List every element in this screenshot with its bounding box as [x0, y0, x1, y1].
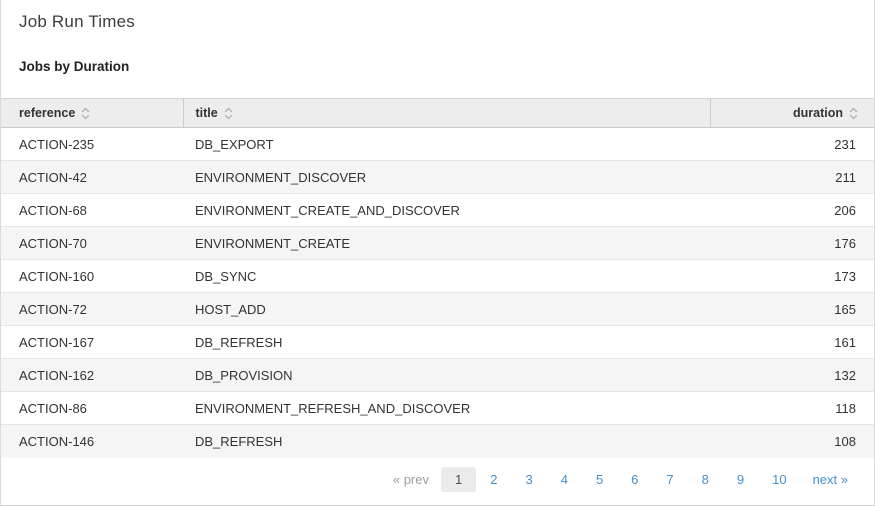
- table-row: ACTION-146 DB_REFRESH 108: [1, 424, 874, 458]
- table-row: ACTION-162 DB_PROVISION 132: [1, 358, 874, 392]
- pagination-page-10[interactable]: 10: [772, 472, 787, 487]
- table-row: ACTION-70 ENVIRONMENT_CREATE 176: [1, 226, 874, 260]
- column-header-duration[interactable]: duration: [710, 98, 874, 128]
- pagination-page-1[interactable]: 1: [441, 467, 477, 492]
- pagination-page-7[interactable]: 7: [666, 472, 674, 487]
- sort-icon: [849, 107, 858, 119]
- column-header-label: reference: [19, 106, 76, 120]
- table-row: ACTION-235 DB_EXPORT 231: [1, 127, 874, 161]
- sort-icon: [224, 107, 232, 119]
- pagination: « prev 1 2 3 4 5 6 7 8 9 10 next »: [1, 458, 874, 502]
- table-row: ACTION-72 HOST_ADD 165: [1, 292, 874, 326]
- duration-cell: 173: [710, 259, 874, 293]
- reference-cell: ACTION-42: [1, 160, 183, 194]
- duration-cell: 206: [710, 193, 874, 227]
- duration-cell: 165: [710, 292, 874, 326]
- pagination-prev[interactable]: « prev: [392, 472, 429, 487]
- duration-cell: 211: [710, 160, 874, 194]
- title-cell: ENVIRONMENT_CREATE: [183, 226, 710, 260]
- title-cell: ENVIRONMENT_CREATE_AND_DISCOVER: [183, 193, 710, 227]
- reference-cell: ACTION-72: [1, 292, 183, 326]
- pagination-next[interactable]: next »: [812, 472, 848, 487]
- table-row: ACTION-86 ENVIRONMENT_REFRESH_AND_DISCOV…: [1, 391, 874, 425]
- jobs-table: reference title: [1, 98, 874, 458]
- table-row: ACTION-68 ENVIRONMENT_CREATE_AND_DISCOVE…: [1, 193, 874, 227]
- duration-cell: 231: [834, 136, 856, 152]
- title-cell: DB_SYNC: [183, 259, 710, 293]
- reference-cell: ACTION-162: [1, 358, 183, 392]
- pagination-page-8[interactable]: 8: [701, 472, 709, 487]
- duration-cell: 176: [710, 226, 874, 260]
- reference-cell: ACTION-86: [1, 391, 183, 425]
- pagination-page-2[interactable]: 2: [490, 472, 498, 487]
- title-cell: DB_REFRESH: [183, 325, 710, 359]
- pagination-page-3[interactable]: 3: [525, 472, 533, 487]
- reference-cell: ACTION-70: [1, 226, 183, 260]
- title-cell: DB_EXPORT: [195, 136, 274, 152]
- column-header-reference[interactable]: reference: [1, 98, 184, 128]
- title-cell: HOST_ADD: [183, 292, 710, 326]
- table-header-row: reference title: [1, 98, 874, 128]
- page-title: Job Run Times: [19, 12, 135, 31]
- reference-cell: ACTION-146: [1, 424, 183, 458]
- duration-cell: 132: [710, 358, 874, 392]
- duration-cell: 161: [710, 325, 874, 359]
- widget-title: Jobs by Duration: [19, 59, 130, 74]
- duration-cell: 108: [710, 424, 874, 458]
- title-cell: DB_REFRESH: [183, 424, 710, 458]
- table-row: ACTION-160 DB_SYNC 173: [1, 259, 874, 293]
- title-cell: DB_PROVISION: [183, 358, 710, 392]
- column-header-label: title: [195, 106, 218, 120]
- column-header-title[interactable]: title: [183, 98, 711, 128]
- table-row: ACTION-167 DB_REFRESH 161: [1, 325, 874, 359]
- column-header-label: duration: [793, 106, 843, 120]
- sort-icon: [82, 107, 90, 119]
- pagination-page-4[interactable]: 4: [560, 472, 568, 487]
- title-cell: ENVIRONMENT_REFRESH_AND_DISCOVER: [183, 391, 710, 425]
- reference-cell: ACTION-235: [19, 136, 95, 152]
- reference-cell: ACTION-167: [1, 325, 183, 359]
- pagination-page-5[interactable]: 5: [595, 472, 604, 487]
- pagination-page-6[interactable]: 6: [631, 472, 639, 487]
- duration-cell: 118: [710, 391, 874, 425]
- reference-cell: ACTION-68: [1, 193, 183, 227]
- pagination-page-9[interactable]: 9: [736, 472, 745, 487]
- table-row: ACTION-42 ENVIRONMENT_DISCOVER 211: [1, 160, 874, 194]
- title-cell: ENVIRONMENT_DISCOVER: [183, 160, 710, 194]
- reference-cell: ACTION-160: [1, 259, 183, 293]
